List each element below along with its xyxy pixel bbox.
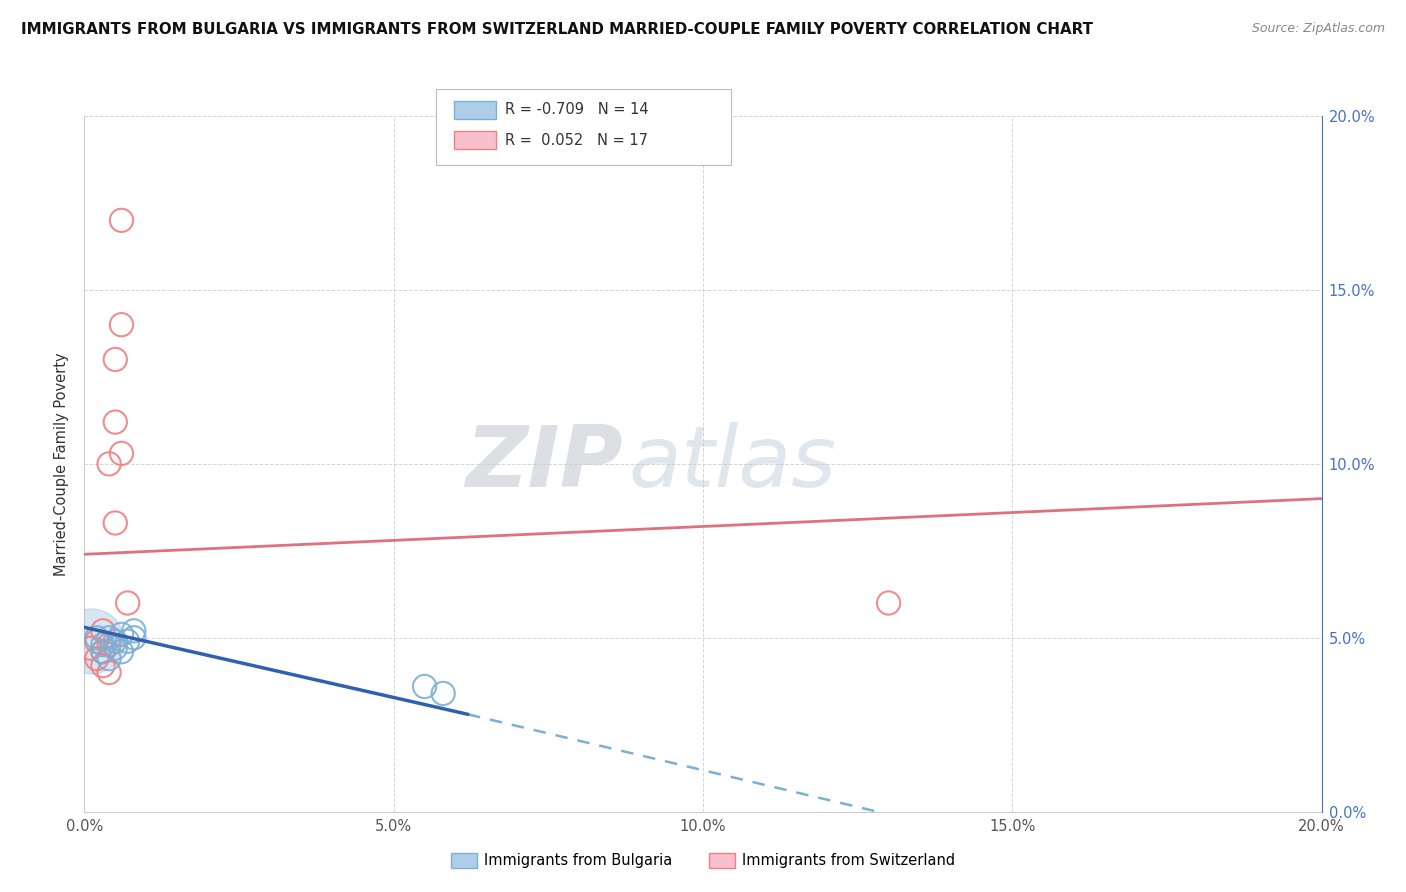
Text: atlas: atlas <box>628 422 837 506</box>
Point <box>117 634 139 648</box>
Point <box>91 624 114 638</box>
Text: ZIP: ZIP <box>465 422 623 506</box>
Point <box>104 415 127 429</box>
Point <box>104 516 127 530</box>
Point <box>98 638 121 652</box>
Point <box>877 596 900 610</box>
Point <box>110 645 132 659</box>
Point <box>110 318 132 332</box>
Point <box>79 634 101 648</box>
Point <box>104 634 127 648</box>
Point <box>86 634 108 648</box>
Point <box>122 631 145 645</box>
Point <box>91 645 114 659</box>
Text: Source: ZipAtlas.com: Source: ZipAtlas.com <box>1251 22 1385 36</box>
Y-axis label: Married-Couple Family Poverty: Married-Couple Family Poverty <box>53 352 69 575</box>
Point <box>110 446 132 460</box>
Point <box>117 596 139 610</box>
Point <box>91 658 114 673</box>
Point <box>413 680 436 694</box>
Point <box>91 645 114 659</box>
Text: R =  0.052   N = 17: R = 0.052 N = 17 <box>505 133 648 147</box>
Point <box>104 641 127 656</box>
Point <box>91 638 114 652</box>
Point <box>110 627 132 641</box>
Point <box>98 665 121 680</box>
Point <box>122 624 145 638</box>
Point <box>110 213 132 227</box>
Point <box>86 631 108 645</box>
Point <box>98 651 121 665</box>
Point <box>432 686 454 700</box>
Point <box>86 651 108 665</box>
Point <box>98 631 121 645</box>
Text: R = -0.709   N = 14: R = -0.709 N = 14 <box>505 103 648 117</box>
Text: IMMIGRANTS FROM BULGARIA VS IMMIGRANTS FROM SWITZERLAND MARRIED-COUPLE FAMILY PO: IMMIGRANTS FROM BULGARIA VS IMMIGRANTS F… <box>21 22 1092 37</box>
Legend: Immigrants from Bulgaria, Immigrants from Switzerland: Immigrants from Bulgaria, Immigrants fro… <box>444 847 962 874</box>
Point <box>104 352 127 367</box>
Point <box>98 457 121 471</box>
Point <box>79 641 101 656</box>
